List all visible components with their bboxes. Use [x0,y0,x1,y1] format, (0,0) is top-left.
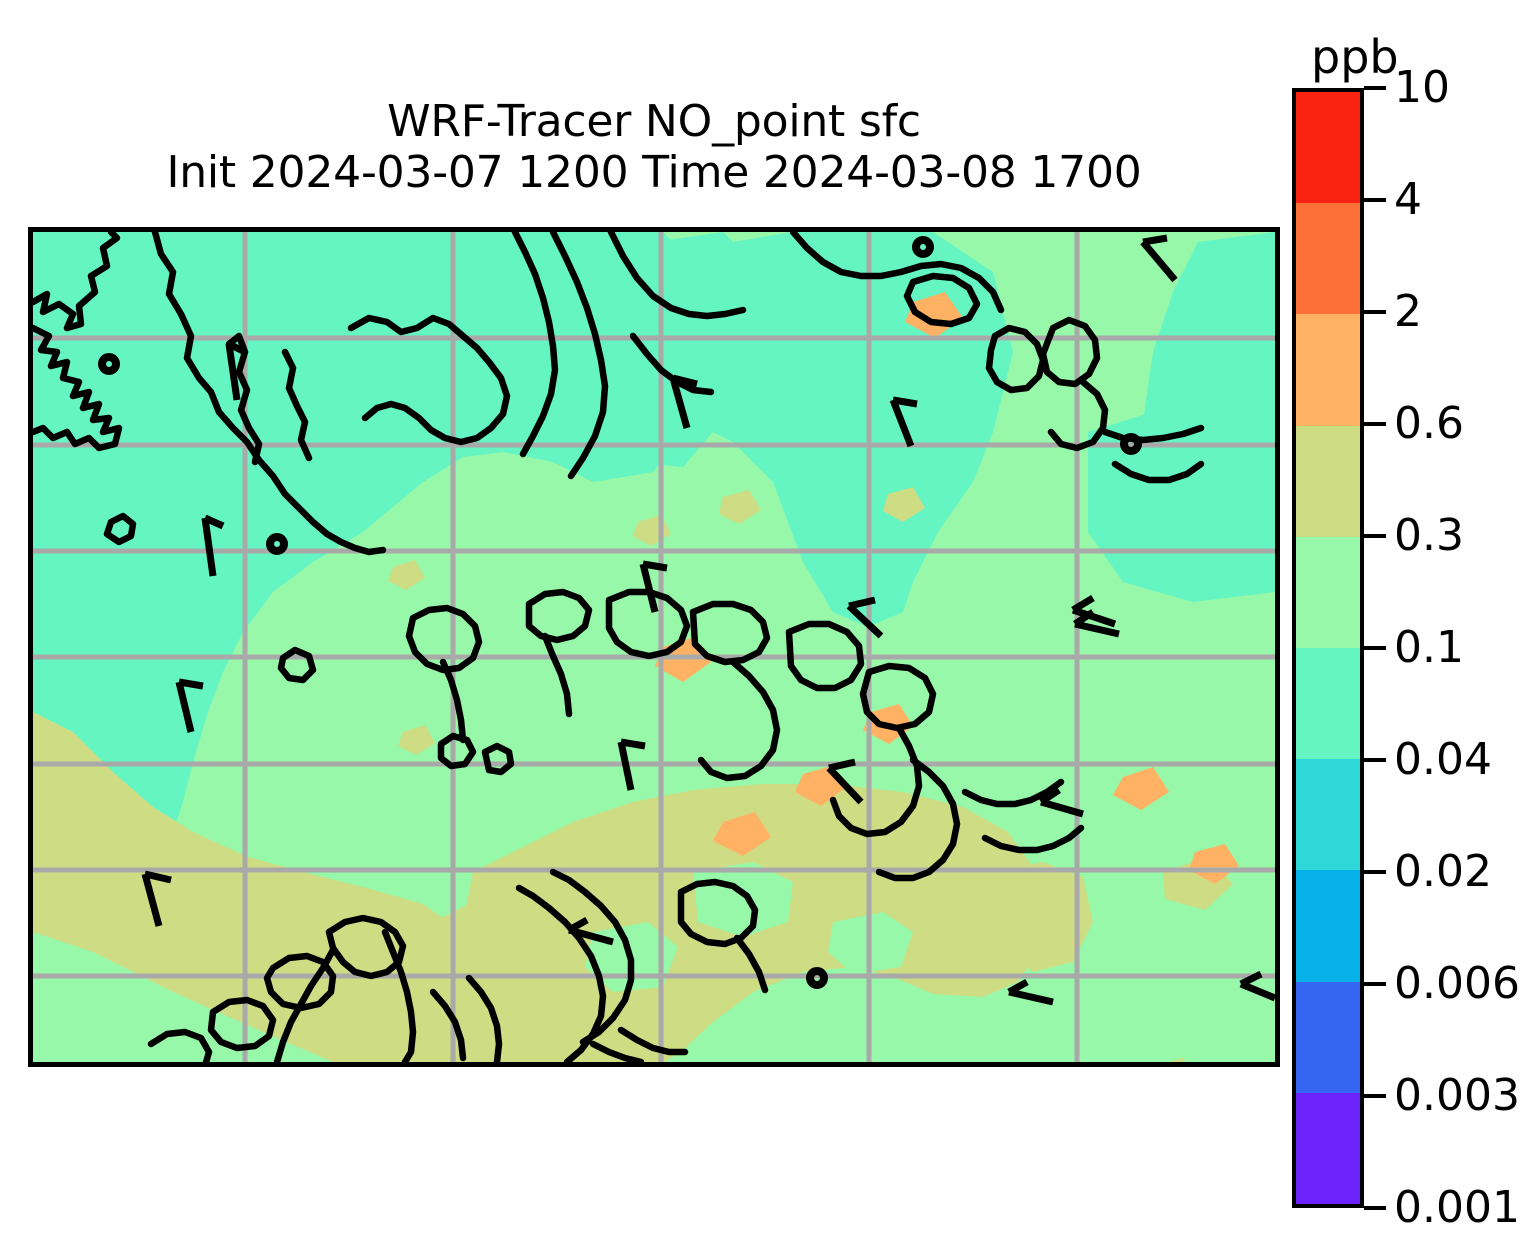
wind-barb [846,596,884,639]
wind-barb [639,560,668,613]
colorbar-band [1296,647,1360,760]
wind-barb [1239,970,1275,1002]
colorbar-tick-label: 10 [1394,62,1450,113]
colorbar-tick-label: 0.001 [1394,1182,1520,1233]
wind-barb [889,396,918,448]
colorbar-band [1296,1092,1360,1204]
map-plot-area[interactable] [28,227,1280,1067]
coastline-overlay [33,232,1205,1062]
colorbar-band [1296,425,1360,537]
wind-barb [567,916,614,946]
chart-title-block: WRF-Tracer NO_point sfc Init 2024-03-07 … [28,96,1280,198]
colorbar-tick-mark [1364,422,1386,426]
wind-barb [669,374,698,429]
colorbar-band [1296,314,1360,426]
colorbar-tick-label: 0.02 [1394,846,1492,897]
wind-barb-overlay [98,234,1275,1006]
chart-title-line-2: Init 2024-03-07 1200 Time 2024-03-08 170… [166,147,1142,199]
wind-barb [225,340,247,401]
colorbar-band [1296,92,1360,204]
wind-barb [175,678,204,733]
colorbar-tick-mark [1364,646,1386,650]
calm-station-circle [1120,433,1142,455]
colorbar-band [1296,536,1360,648]
wind-barb [141,870,172,927]
wind-barb [1140,234,1178,283]
wind-barb [826,758,864,805]
colorbar-tick-mark [1364,1206,1386,1210]
colorbar-container[interactable] [1292,88,1364,1208]
wind-barb [1071,594,1117,628]
colorbar-tick-label: 0.006 [1394,958,1520,1009]
colorbar-tick-label: 0.3 [1394,510,1464,561]
colorbar-band [1296,870,1360,982]
wind-barb [1007,978,1054,1006]
colorbar-tick-mark [1364,198,1386,202]
colorbar-tick-mark [1364,310,1386,314]
calm-station-circle [806,967,828,989]
colorbar-tick-mark [1364,86,1386,90]
chart-title-line-1: WRF-Tracer NO_point sfc [387,96,921,147]
colorbar[interactable] [1292,88,1364,1208]
colorbar-tick-mark [1364,870,1386,874]
calm-station-circle [98,353,120,375]
wind-barb [617,738,646,791]
calm-station-circle [266,533,288,555]
colorbar-tick-axis: 10 4 2 0.6 0.3 0.1 0.04 0.02 0.006 0.003 0.001 [1364,66,1528,1230]
colorbar-tick-label: 2 [1394,286,1422,337]
colorbar-tick-label: 0.04 [1394,734,1492,785]
wind-barb [201,514,225,577]
colorbar-band [1296,981,1360,1093]
colorbar-tick-label: 0.6 [1394,398,1464,449]
map-inner [33,232,1275,1062]
calm-station-circle [912,236,934,258]
colorbar-tick-mark [1364,982,1386,986]
colorbar-tick-label: 4 [1394,174,1422,225]
colorbar-band [1296,203,1360,315]
wind-barb [1039,787,1084,818]
lat-lon-gridlines [33,232,1275,1062]
colorbar-tick-mark [1364,758,1386,762]
colorbar-tick-label: 0.003 [1394,1070,1520,1121]
colorbar-tick-mark [1364,1094,1386,1098]
colorbar-band [1296,759,1360,871]
colorbar-units-label: ppb [1311,30,1399,84]
colorbar-tick-label: 0.1 [1394,622,1464,673]
colorbar-tick-mark [1364,534,1386,538]
